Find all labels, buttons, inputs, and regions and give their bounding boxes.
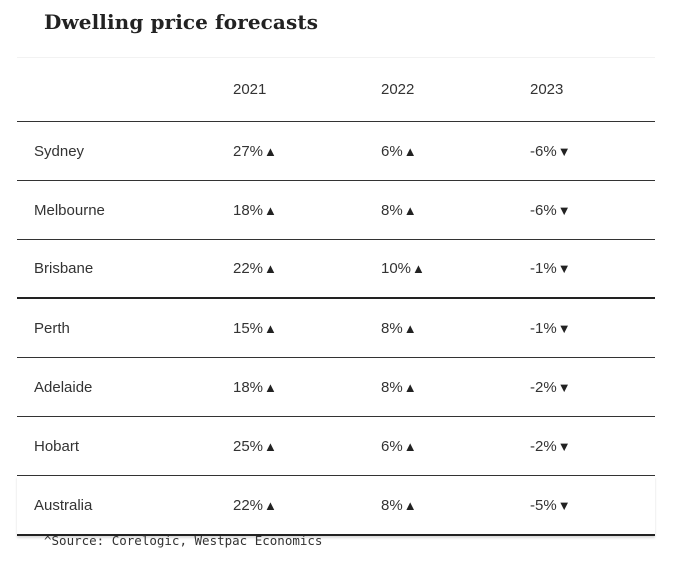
page-title: Dwelling price forecasts [44,10,319,34]
up-arrow-icon: ▲ [264,379,277,395]
table-header-row: 2021 2022 2023 [17,58,655,122]
forecast-table: 2021 2022 2023 Sydney 27% ▲ 6% ▲ -6% ▼ Melb… [17,57,655,536]
up-arrow-icon: ▲ [403,379,417,395]
value-2022: 8% ▲ [381,201,417,219]
down-arrow-icon: ▼ [557,497,571,513]
value-2021: 22% ▲ [233,496,277,514]
up-arrow-icon: ▲ [403,438,417,454]
table-row: Brisbane 22% ▲ 10% ▲ -1% ▼ [17,240,655,299]
column-header-2023: 2023 [530,81,564,98]
value-2021: 15% ▲ [233,319,277,337]
down-arrow-icon: ▼ [557,202,571,218]
down-arrow-icon: ▼ [557,379,571,395]
value-2023: -2% ▼ [530,437,571,455]
value-2022: 6% ▲ [381,437,417,455]
up-arrow-icon: ▲ [403,202,417,218]
value-2021: 27% ▲ [233,142,277,160]
table-row: Melbourne 18% ▲ 8% ▲ -6% ▼ [17,181,655,240]
source-note: ^Source: Corelogic, Westpac Economics [44,533,323,548]
column-header-2021: 2021 [233,81,267,98]
column-header-2022: 2022 [381,81,415,98]
up-arrow-icon: ▲ [264,320,277,336]
up-arrow-icon: ▲ [264,202,277,218]
region-name: Sydney [34,142,85,160]
value-2022: 8% ▲ [381,496,417,514]
value-2022: 8% ▲ [381,378,417,396]
table-row: Australia 22% ▲ 8% ▲ -5% ▼ [17,476,655,536]
up-arrow-icon: ▲ [403,320,417,336]
value-2023: -2% ▼ [530,378,571,396]
down-arrow-icon: ▼ [557,261,571,276]
region-name: Brisbane [34,260,94,277]
table-row: Hobart 25% ▲ 6% ▲ -2% ▼ [17,417,655,476]
value-2022: 6% ▲ [381,142,417,160]
up-arrow-icon: ▲ [264,143,277,159]
value-2021: 18% ▲ [233,378,277,396]
region-name: Perth [34,319,70,337]
table-row: Adelaide 18% ▲ 8% ▲ -2% ▼ [17,358,655,417]
up-arrow-icon: ▲ [403,497,417,513]
table-row: Sydney 27% ▲ 6% ▲ -6% ▼ [17,122,655,181]
up-arrow-icon: ▲ [403,143,417,159]
value-2023: -5% ▼ [530,496,571,514]
value-2021: 18% ▲ [233,201,277,219]
value-2023: -1% ▼ [530,319,571,337]
down-arrow-icon: ▼ [557,320,571,336]
region-name: Melbourne [34,201,105,219]
region-name: Australia [34,496,93,514]
value-2023: -1% ▼ [530,260,571,277]
value-2023: -6% ▼ [530,142,571,160]
value-2022: 10% ▲ [381,260,425,277]
up-arrow-icon: ▲ [264,261,277,276]
down-arrow-icon: ▼ [557,143,571,159]
value-2021: 25% ▲ [233,437,277,455]
value-2021: 22% ▲ [233,260,277,277]
up-arrow-icon: ▲ [264,497,277,513]
down-arrow-icon: ▼ [557,438,571,454]
region-name: Adelaide [34,378,93,396]
up-arrow-icon: ▲ [412,261,425,276]
table-row: Perth 15% ▲ 8% ▲ -1% ▼ [17,299,655,358]
value-2023: -6% ▼ [530,201,571,219]
region-name: Hobart [34,437,80,455]
value-2022: 8% ▲ [381,319,417,337]
up-arrow-icon: ▲ [264,438,277,454]
